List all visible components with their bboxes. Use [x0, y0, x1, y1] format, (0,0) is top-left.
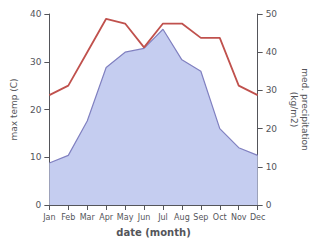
svg-text:Jan: Jan [42, 213, 55, 222]
svg-text:May: May [117, 213, 134, 222]
svg-text:Mar: Mar [80, 213, 96, 222]
svg-text:30: 30 [266, 85, 278, 95]
svg-text:50: 50 [266, 9, 278, 19]
svg-text:0: 0 [36, 200, 42, 210]
svg-text:30: 30 [30, 57, 42, 67]
svg-text:10: 10 [30, 152, 42, 162]
svg-text:40: 40 [30, 9, 42, 19]
svg-text:Feb: Feb [61, 213, 75, 222]
svg-text:(kg/m2): (kg/m2) [289, 92, 299, 127]
svg-text:20: 20 [266, 124, 278, 134]
svg-text:20: 20 [30, 105, 42, 115]
svg-text:max temp (C): max temp (C) [9, 78, 19, 140]
svg-text:10: 10 [266, 162, 278, 172]
svg-text:Jul: Jul [157, 213, 168, 222]
svg-text:Sep: Sep [193, 213, 208, 222]
svg-text:Oct: Oct [213, 213, 227, 222]
svg-text:0: 0 [266, 200, 272, 210]
svg-text:Nov: Nov [231, 213, 247, 222]
svg-text:Aug: Aug [174, 213, 190, 222]
svg-text:med. precipitation: med. precipitation [300, 68, 310, 150]
svg-text:date (month): date (month) [116, 227, 190, 238]
svg-text:Dec: Dec [250, 213, 265, 222]
svg-text:Jun: Jun [137, 213, 151, 222]
svg-text:Apr: Apr [99, 213, 114, 222]
svg-text:40: 40 [266, 47, 278, 57]
